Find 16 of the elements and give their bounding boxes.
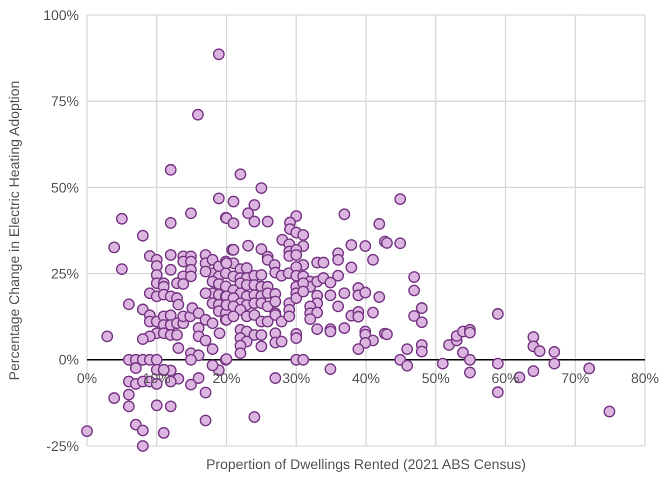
x-tick-label: 10% (142, 370, 171, 386)
y-tick-label: 75% (50, 93, 79, 110)
y-tick-label: 0% (58, 352, 79, 368)
y-tick-label: 50% (50, 179, 79, 196)
y-tick-label: -25% (46, 438, 79, 454)
x-tick-label: 50% (422, 370, 450, 386)
x-tick-label: 40% (352, 370, 380, 386)
x-tick-label: 20% (212, 370, 241, 386)
y-tick-label: 25% (50, 266, 79, 282)
x-tick-label: 30% (282, 370, 310, 386)
y-axis-title: Percentage Change in Electric Heating Adoption (6, 80, 22, 380)
x-tick-label: 80% (630, 370, 660, 386)
x-tick-label: 70% (561, 370, 590, 386)
y-tick-label: 100% (43, 6, 79, 23)
x-axis-title: Propertion of Dwellings Rented (2021 ABS Census) (206, 456, 526, 472)
x-tick-label: 0% (76, 370, 98, 386)
